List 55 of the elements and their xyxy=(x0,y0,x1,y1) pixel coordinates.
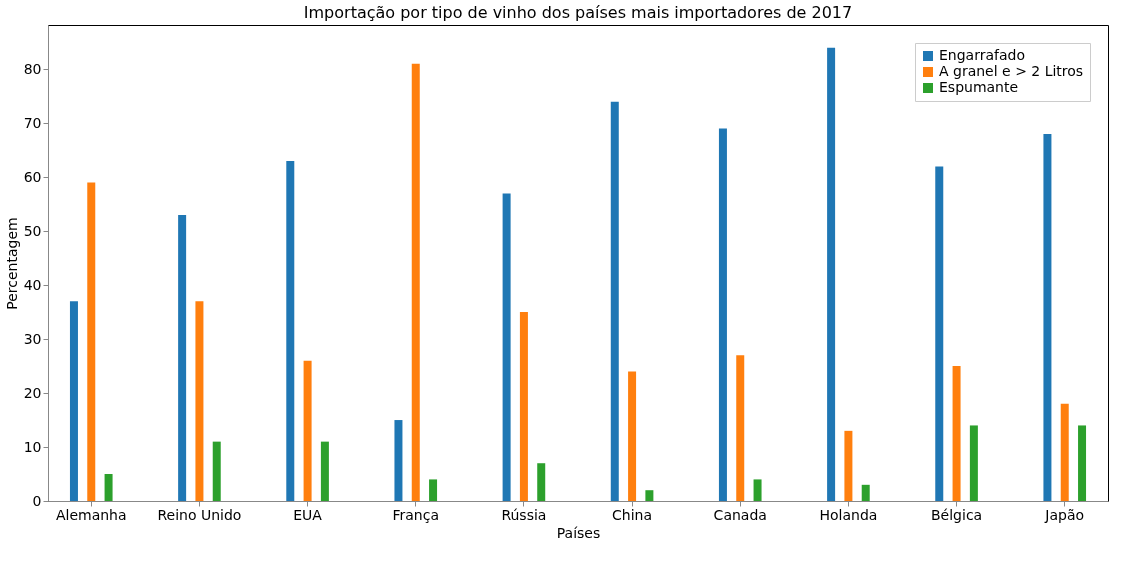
x-tick-label: China xyxy=(612,506,653,523)
bar xyxy=(537,463,546,501)
bar xyxy=(1043,134,1052,501)
bar xyxy=(952,366,961,501)
bar xyxy=(628,371,637,501)
bar xyxy=(394,420,403,501)
y-axis-title: Percentagem xyxy=(3,217,20,310)
y-tick-label: 50 xyxy=(23,222,42,239)
bar xyxy=(844,430,853,501)
y-tick-label: 20 xyxy=(23,384,42,401)
bar xyxy=(502,193,511,501)
bar xyxy=(935,166,944,501)
bar xyxy=(69,301,78,501)
x-axis-title: Países xyxy=(556,524,601,541)
x-tick-label: Alemanha xyxy=(55,506,127,523)
legend-label: Engarrafado xyxy=(939,47,1025,63)
y-tick-label: 30 xyxy=(23,330,42,347)
y-tick-label: 40 xyxy=(23,276,42,293)
bar xyxy=(429,479,438,501)
y-tick-label: 0 xyxy=(32,492,42,509)
bar xyxy=(753,479,762,501)
x-tick-label: EUA xyxy=(293,506,323,523)
x-tick-label: Canada xyxy=(713,506,767,523)
legend-label: Espumante xyxy=(939,79,1019,95)
bar xyxy=(411,63,420,501)
bar xyxy=(195,301,204,501)
bar xyxy=(519,312,528,501)
bar xyxy=(1078,425,1087,501)
bar xyxy=(212,441,221,501)
bar xyxy=(827,47,836,501)
y-tick-label: 10 xyxy=(23,438,42,455)
x-tick-label: Bélgica xyxy=(930,506,983,523)
bar xyxy=(87,182,96,501)
x-tick-label: Rússia xyxy=(501,506,547,523)
bar xyxy=(969,425,978,501)
bar xyxy=(610,101,619,501)
chart-title: Importação por tipo de vinho dos países mais importadores de 2017 xyxy=(303,3,853,22)
bar xyxy=(1060,403,1069,501)
bar xyxy=(718,128,727,501)
bar xyxy=(861,484,870,501)
y-tick-label: 60 xyxy=(23,168,42,185)
bar xyxy=(178,214,187,501)
bar xyxy=(104,474,113,501)
bar xyxy=(736,355,745,501)
bar xyxy=(286,161,295,501)
x-tick-label: Holanda xyxy=(819,506,878,523)
x-tick-label: Reino Unido xyxy=(157,506,242,523)
legend-label: A granel e > 2 Litros xyxy=(939,63,1084,79)
y-tick-label: 70 xyxy=(23,114,42,131)
bar xyxy=(320,441,329,501)
x-tick-label: França xyxy=(392,506,440,523)
x-tick-label: Japão xyxy=(1044,506,1085,523)
bar xyxy=(645,490,654,501)
bar xyxy=(303,360,312,501)
y-tick-label: 80 xyxy=(23,60,42,77)
